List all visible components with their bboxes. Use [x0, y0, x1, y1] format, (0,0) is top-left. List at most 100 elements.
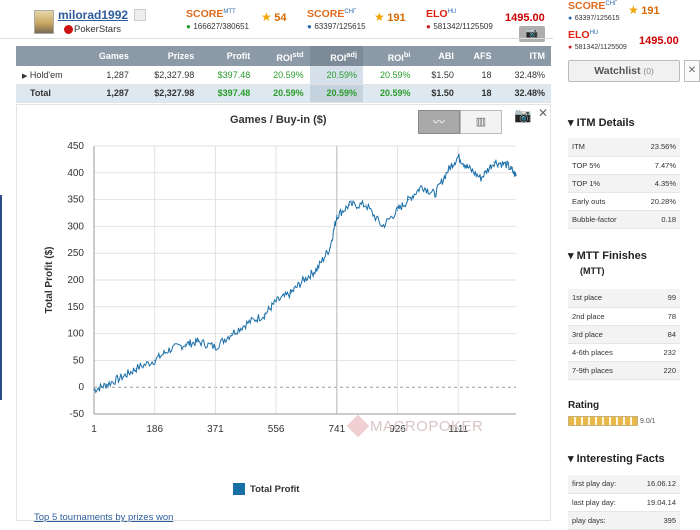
table-cell: $397.48	[200, 84, 257, 103]
itm-key: TOP 5%	[568, 156, 637, 175]
itm-value: 0.18	[636, 210, 680, 229]
row-label: Total	[16, 84, 83, 103]
mtt-key: 2nd place	[568, 307, 647, 326]
table-header-row: Games Prizes Profit ROIstd ROIadj ROIbi …	[16, 46, 551, 66]
y-axis-label: Total Profit ($)	[44, 246, 55, 313]
profit-chart: 450 400 350 300 250 200 150 100 50 0 -50 1 186 371 556…	[44, 141, 517, 435]
table-cell: $1.50	[416, 66, 460, 85]
rank-icon: ●	[568, 15, 573, 22]
col-header-afs[interactable]: AFS	[459, 46, 498, 66]
y-tick-label: 250	[67, 248, 84, 259]
data-point	[184, 343, 187, 345]
watermark: MACROPOKER	[370, 418, 484, 435]
sidebar-score-rank: 63397/125615	[574, 15, 620, 22]
camera-icon[interactable]: 📷	[519, 26, 545, 42]
elo: ELOHU	[426, 8, 456, 20]
sidebar-elo-label: ELO	[568, 29, 590, 41]
table-cell: 1,287	[82, 84, 135, 103]
col-header-abi[interactable]: ABI	[416, 46, 460, 66]
col-header-roi-adj[interactable]: ROIadj	[309, 46, 364, 66]
collapse-arrow-icon[interactable]: ▾	[568, 250, 574, 262]
row-label-text: Hold'em	[29, 69, 63, 80]
sidebar-score-rank-row: ● 63397/125615	[568, 12, 620, 22]
y-tick-label: 50	[73, 355, 85, 366]
mtt-subtitle: (MTT)	[580, 266, 605, 276]
data-point	[493, 161, 495, 163]
table-row[interactable]: ▶ Hold'em 1,287 $2,327.98 $397.48 20.59%…	[16, 66, 551, 85]
list-item: play days: 395	[568, 511, 680, 530]
sidebar-elo: ELOHU	[568, 29, 598, 41]
col-header-prizes[interactable]: Prizes	[134, 46, 201, 66]
mtt-key: 3rd place	[568, 325, 647, 344]
camera-icon[interactable]: 📷	[514, 107, 532, 123]
data-point	[198, 341, 200, 343]
table-cell: 20.59%	[309, 84, 364, 103]
collapse-arrow-icon[interactable]: ▾	[568, 453, 574, 465]
itm-key: Bubble-factor	[568, 210, 637, 229]
pokerstars-logo-icon	[64, 25, 73, 34]
data-point	[154, 359, 156, 361]
data-point	[457, 156, 459, 158]
data-point	[467, 166, 469, 169]
share-icon[interactable]: ✕	[684, 60, 700, 82]
data-point	[365, 204, 367, 206]
score-mtt-stars: ★ 54	[261, 10, 287, 24]
table-cell: 32.48%	[497, 66, 551, 85]
list-item: 3rd place 84	[568, 325, 680, 344]
data-point	[336, 215, 338, 217]
data-point	[381, 225, 384, 227]
col-header-roi-bi[interactable]: ROIbi	[363, 46, 417, 66]
x-tick-label: 371	[207, 424, 224, 435]
legend-swatch[interactable]	[233, 483, 245, 495]
fact-key: first play day:	[568, 475, 634, 494]
sidebar-score-label: SCORE	[568, 0, 606, 12]
line-chart-toggle[interactable]: 〰	[418, 110, 460, 134]
y-tick-label: 400	[67, 168, 84, 179]
score-sng-rank: 63397/125615	[314, 22, 366, 31]
table-cell: 18	[459, 66, 498, 85]
watchlist-count: (0)	[643, 66, 654, 76]
col-header-itm[interactable]: ITM	[497, 46, 551, 66]
elo-value: 1495.00	[505, 12, 545, 24]
score-mtt-sup: MTT	[223, 9, 236, 15]
avatar[interactable]	[34, 10, 54, 34]
top5-tournaments-link[interactable]: Top 5 tournaments by prizes won	[34, 512, 174, 523]
roi-label: ROI	[387, 52, 404, 63]
score-mtt-label: SCORE	[186, 8, 224, 20]
data-point	[168, 349, 170, 351]
sidebar-score-stars-value: 191	[641, 5, 660, 17]
table-row-total: Total 1,287 $2,327.98 $397.48 20.59% 20.…	[16, 84, 551, 103]
data-point	[408, 199, 410, 201]
elo-rank: 581342/1125509	[433, 22, 493, 31]
expand-arrow-icon[interactable]: ▶	[22, 72, 28, 80]
bar-chart-toggle[interactable]: ▥	[460, 110, 502, 134]
data-point	[275, 300, 277, 303]
col-header-profit[interactable]: Profit	[200, 46, 257, 66]
legend-label[interactable]: Total Profit	[250, 484, 300, 495]
roi-sup: std	[292, 49, 304, 59]
col-header-games[interactable]: Games	[82, 46, 135, 66]
rating-value: 9.0/1	[640, 418, 656, 425]
sidebar-score-sup: СНГ	[605, 1, 618, 7]
itm-key: TOP 1%	[568, 174, 637, 193]
x-tick-label: 556	[268, 424, 285, 435]
row-label[interactable]: ▶ Hold'em	[16, 66, 83, 85]
data-point	[303, 279, 305, 281]
roi-label: ROI	[276, 52, 293, 63]
username-link[interactable]: milorad1992	[58, 8, 129, 22]
collapse-arrow-icon[interactable]: ▾	[568, 117, 574, 129]
table-cell: 18	[459, 84, 498, 103]
mtt-title-text: MTT Finishes	[576, 250, 647, 262]
data-point	[135, 367, 137, 370]
table-cell: $2,327.98	[134, 66, 201, 85]
data-point	[421, 185, 423, 187]
watchlist-button[interactable]: Watchlist (0)	[568, 60, 680, 82]
mtt-value: 232	[646, 343, 680, 362]
table-cell: 20.59%	[256, 84, 310, 103]
list-item: 7-9th places 220	[568, 361, 680, 380]
mtt-key: 4-6th places	[568, 343, 647, 362]
roi-label: ROI	[330, 52, 347, 63]
list-item: first play day: 16.06.12	[568, 475, 680, 494]
close-icon[interactable]: ✕	[538, 106, 549, 120]
col-header-roi-std[interactable]: ROIstd	[256, 46, 310, 66]
